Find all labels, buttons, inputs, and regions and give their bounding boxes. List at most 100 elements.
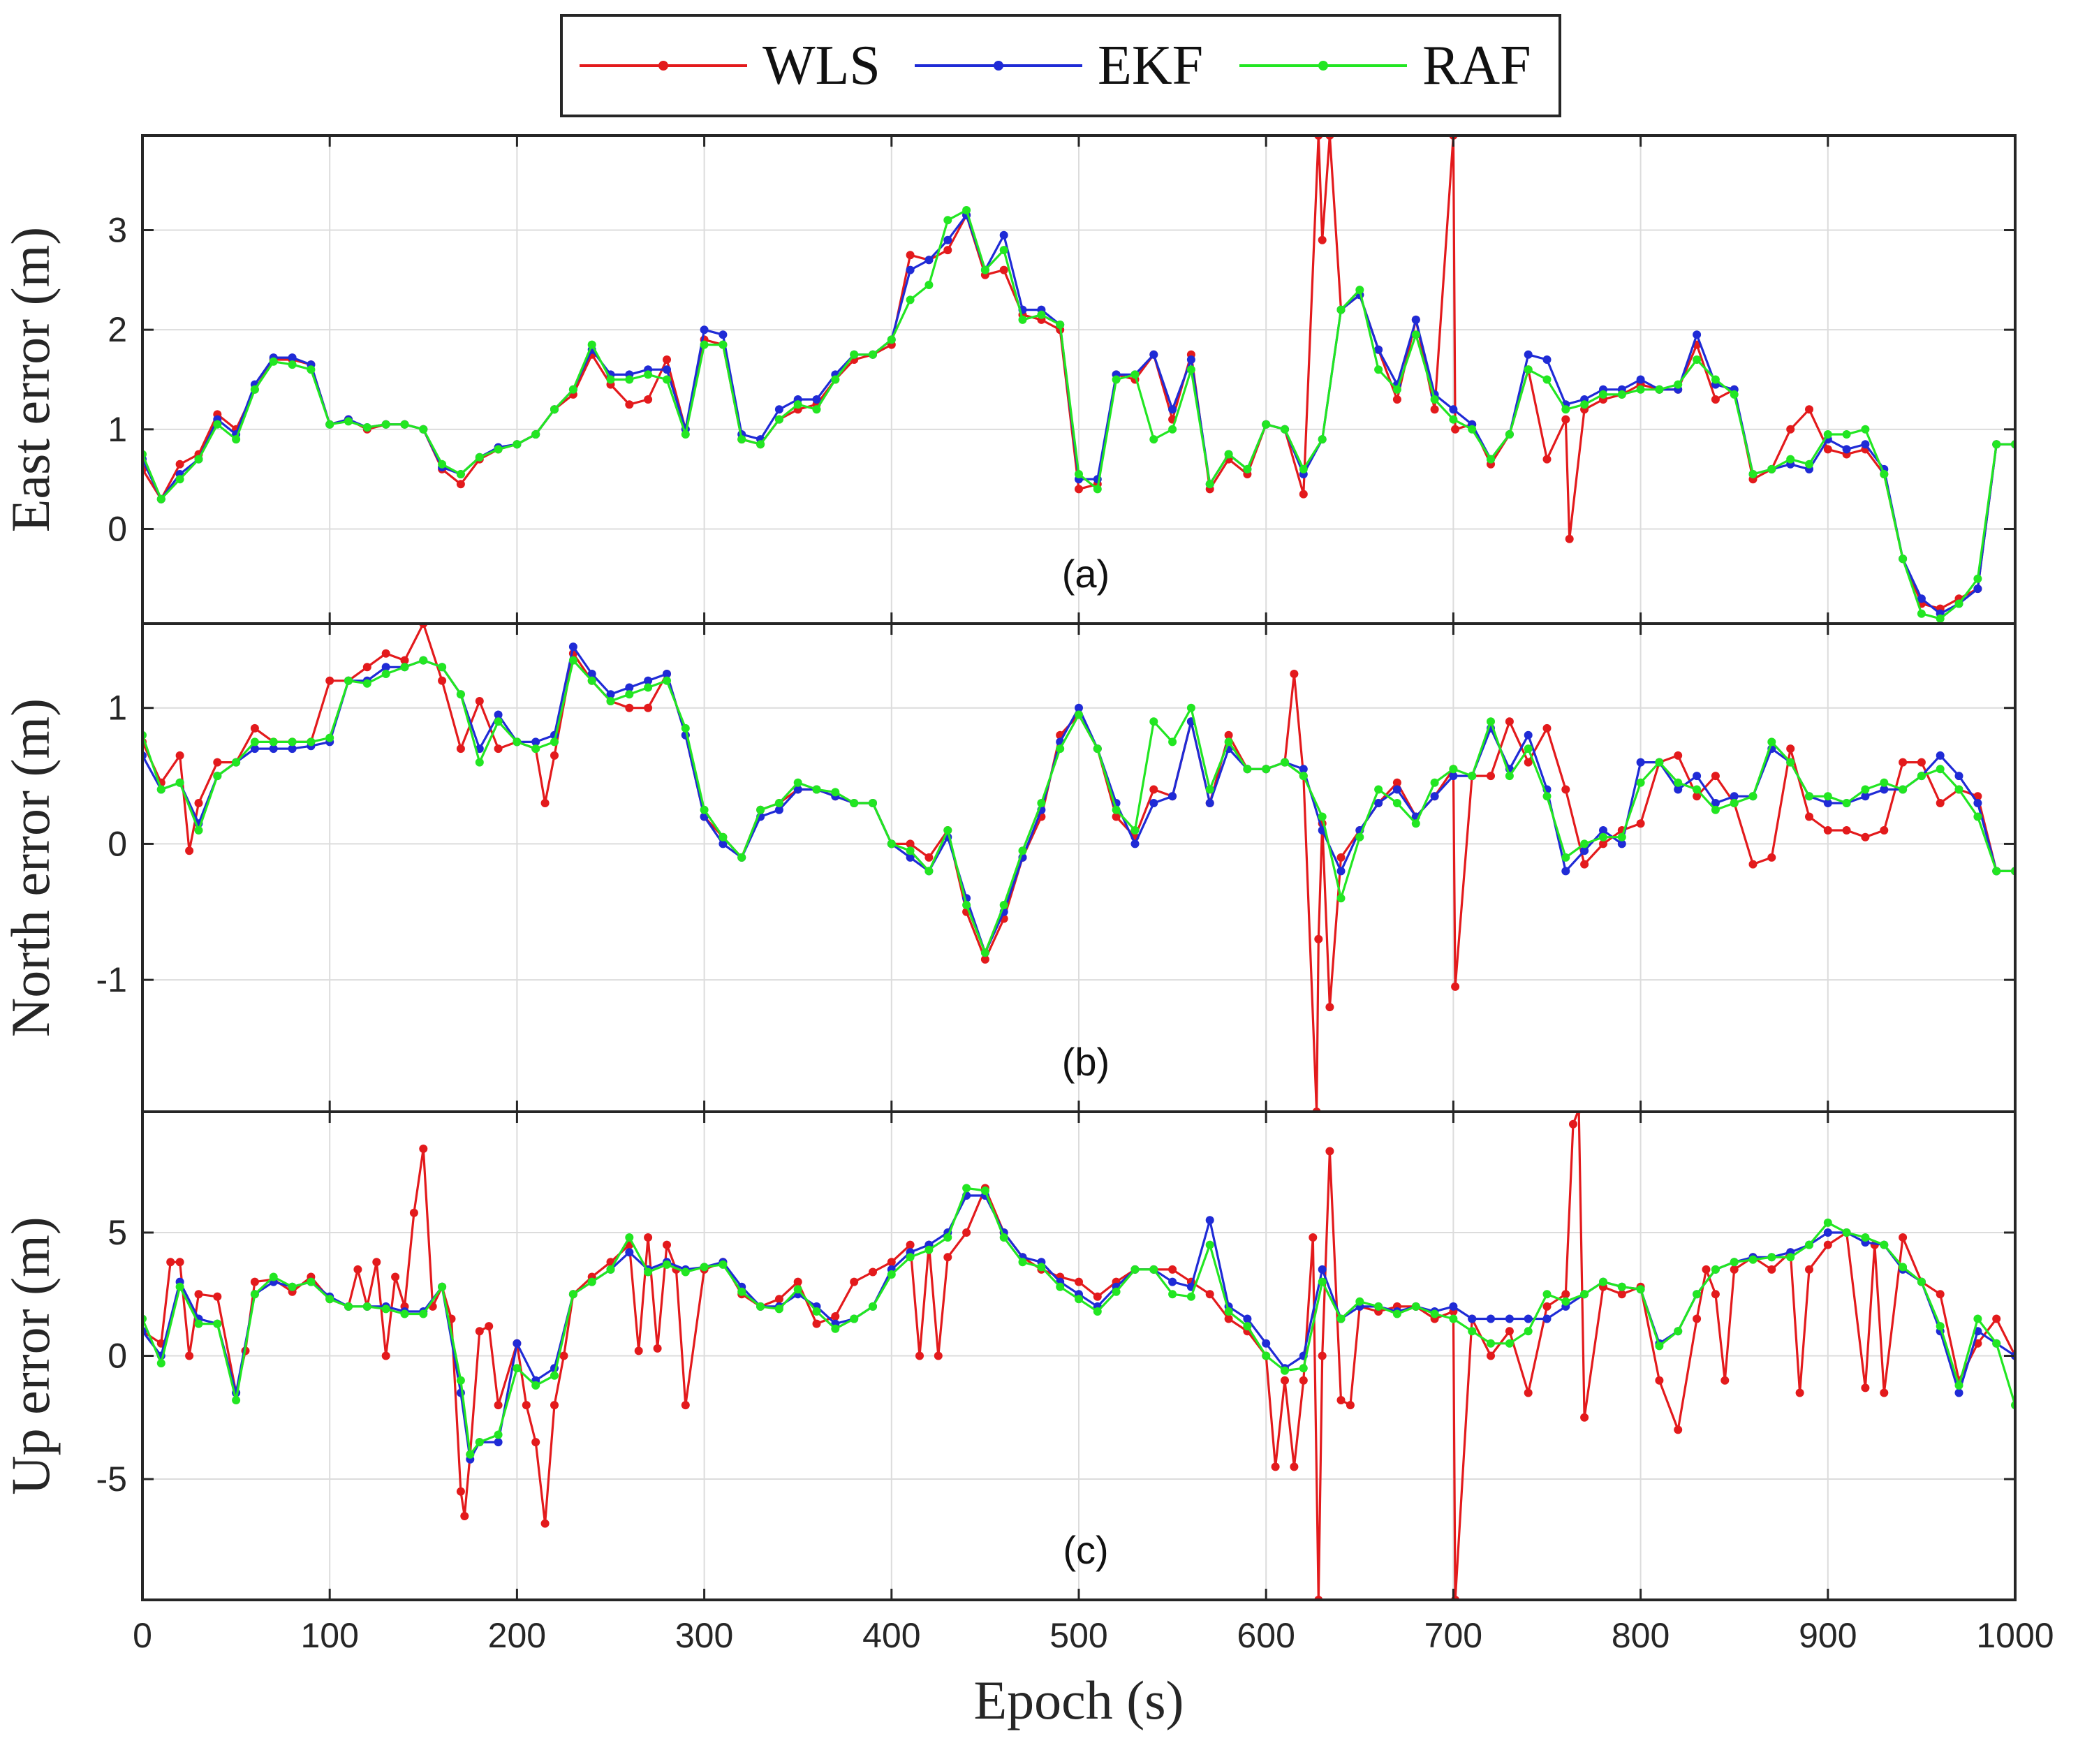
data-point xyxy=(1243,765,1252,774)
data-point xyxy=(1786,425,1795,434)
data-point xyxy=(1524,758,1533,767)
legend: WLS EKF RAF xyxy=(560,14,1561,117)
data-point xyxy=(906,1240,915,1249)
data-point xyxy=(1205,1216,1214,1225)
data-point xyxy=(1186,355,1195,364)
data-point xyxy=(906,265,915,274)
data-point xyxy=(1973,585,1982,594)
data-point xyxy=(1168,1277,1177,1286)
data-point xyxy=(568,385,577,394)
data-point xyxy=(1524,350,1533,359)
y-tick-label: 5 xyxy=(108,1213,127,1252)
data-point xyxy=(1449,405,1458,414)
data-point xyxy=(1561,405,1570,414)
data-point xyxy=(869,1267,877,1277)
data-point xyxy=(644,370,653,379)
legend-marker xyxy=(658,61,668,71)
data-point xyxy=(943,235,952,244)
data-point xyxy=(1299,1376,1308,1385)
data-point xyxy=(1786,1253,1795,1262)
data-point xyxy=(307,737,316,747)
data-point xyxy=(325,676,334,685)
data-point xyxy=(194,799,203,807)
data-point xyxy=(663,375,671,384)
data-point xyxy=(625,690,634,699)
data-point xyxy=(1580,860,1589,869)
data-point xyxy=(793,785,802,794)
data-point xyxy=(1130,839,1140,848)
data-point xyxy=(1487,1339,1495,1348)
data-point xyxy=(419,1145,428,1153)
data-point xyxy=(1524,365,1533,374)
data-point xyxy=(1205,480,1214,489)
data-point xyxy=(1580,1413,1589,1422)
data-point xyxy=(1542,723,1552,733)
data-point xyxy=(999,1233,1008,1242)
data-point xyxy=(1542,1302,1552,1311)
data-point xyxy=(999,230,1008,240)
data-point xyxy=(1917,772,1926,781)
data-point xyxy=(250,737,259,747)
data-point xyxy=(1224,450,1233,459)
data-point xyxy=(663,676,671,685)
data-point xyxy=(1730,792,1739,801)
data-point xyxy=(1880,470,1889,478)
data-point xyxy=(1168,405,1177,414)
data-point xyxy=(681,1267,690,1277)
data-point xyxy=(438,676,447,685)
data-point xyxy=(250,385,259,394)
data-point xyxy=(1899,554,1908,564)
data-point xyxy=(1580,846,1589,855)
data-point xyxy=(1693,1314,1702,1323)
data-point xyxy=(625,375,634,384)
data-point xyxy=(1674,778,1683,787)
data-point xyxy=(1636,375,1645,384)
data-point xyxy=(494,1438,503,1447)
data-point xyxy=(1018,846,1027,855)
data-point xyxy=(681,723,690,733)
data-point xyxy=(999,246,1008,255)
data-point xyxy=(156,785,165,794)
data-point xyxy=(466,1450,475,1459)
data-point xyxy=(288,360,297,369)
data-point xyxy=(1674,1425,1683,1434)
data-point xyxy=(1748,1255,1758,1264)
data-point xyxy=(1262,1339,1271,1348)
data-point xyxy=(1168,792,1177,801)
data-point xyxy=(1786,758,1795,767)
data-point xyxy=(793,400,802,409)
data-point xyxy=(307,365,316,374)
data-point xyxy=(737,1287,746,1296)
data-point xyxy=(1468,772,1477,781)
data-point xyxy=(1430,778,1439,787)
data-point xyxy=(1346,1401,1355,1410)
data-point xyxy=(1314,934,1323,943)
data-point xyxy=(700,325,709,335)
data-point xyxy=(1224,1307,1233,1316)
data-point xyxy=(1149,799,1158,807)
data-point xyxy=(1318,812,1327,821)
data-point xyxy=(419,425,428,434)
data-point xyxy=(156,494,165,504)
data-point xyxy=(774,1295,783,1304)
data-point xyxy=(185,846,194,855)
data-point xyxy=(1374,365,1383,374)
data-point xyxy=(156,1359,165,1368)
data-point xyxy=(1880,826,1889,835)
x-tick-label: 800 xyxy=(1612,1616,1670,1655)
x-tick-label: 400 xyxy=(862,1616,920,1655)
data-point xyxy=(700,1263,709,1272)
data-point xyxy=(906,295,915,304)
data-point xyxy=(269,744,278,754)
data-point xyxy=(1392,778,1401,787)
data-point xyxy=(1325,1003,1334,1012)
x-tick-label: 300 xyxy=(675,1616,733,1655)
data-point xyxy=(540,799,550,807)
data-point xyxy=(644,1233,653,1242)
x-tick-label: 900 xyxy=(1799,1616,1857,1655)
data-point xyxy=(1899,1263,1908,1272)
data-point xyxy=(1243,1322,1252,1331)
data-point xyxy=(1861,832,1870,841)
data-point xyxy=(1018,1258,1027,1267)
data-point xyxy=(1093,1292,1102,1301)
